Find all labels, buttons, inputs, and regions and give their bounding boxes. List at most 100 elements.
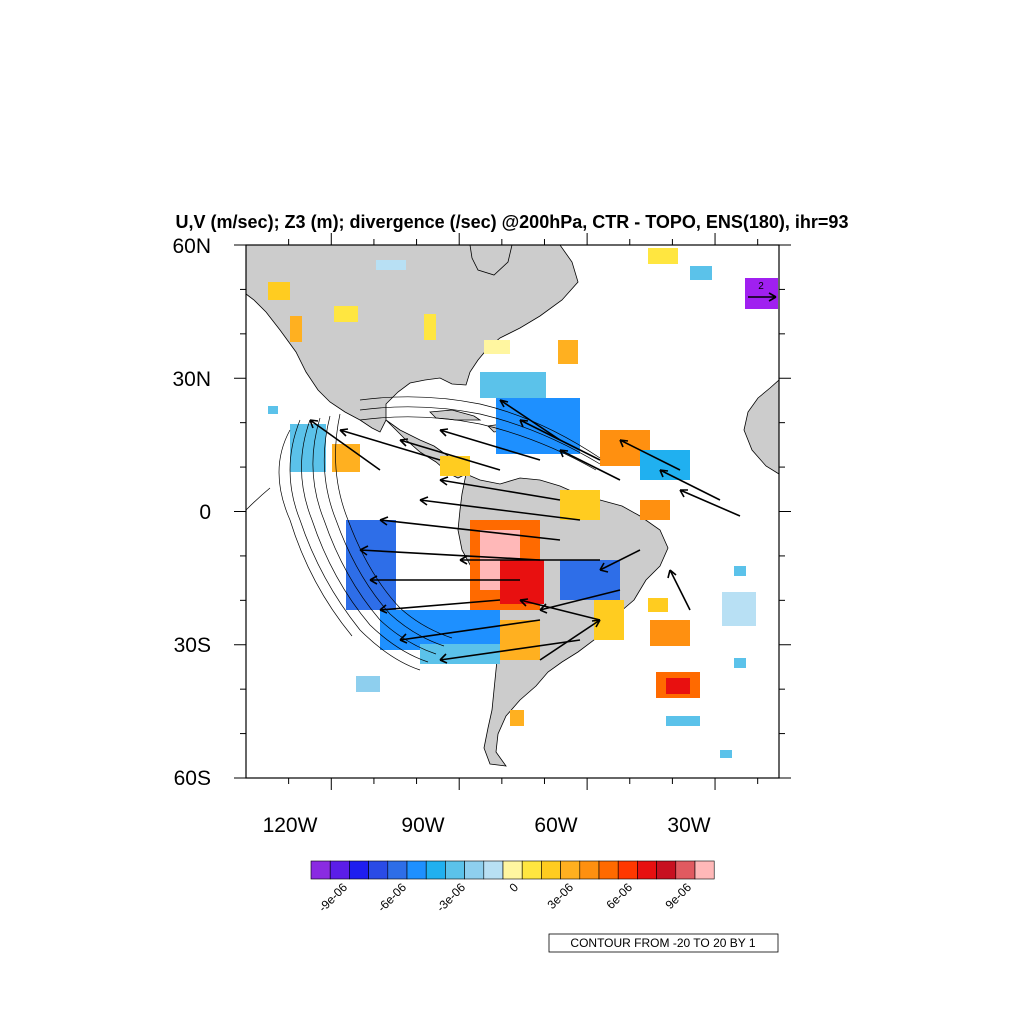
- longitude-labels: 120W 90W 60W 30W: [263, 814, 711, 837]
- colorbar-box: [560, 860, 581, 880]
- wind-arrow: [399, 619, 541, 644]
- wind-arrow: [539, 619, 601, 661]
- div-cell: [666, 716, 700, 726]
- contour-line: [323, 415, 445, 647]
- wind-arrow: [519, 419, 601, 461]
- lon-label: 60W: [534, 814, 577, 837]
- colorbar-box: [675, 860, 696, 880]
- wind-arrow: [539, 589, 621, 614]
- div-cell: [346, 520, 396, 610]
- div-cell: [640, 500, 670, 520]
- wind-arrow: [369, 575, 520, 585]
- wind-arrow: [439, 639, 581, 664]
- wind-arrow: [399, 438, 501, 471]
- reference-vector-value: 2: [758, 281, 764, 292]
- plot-title: U,V (m/sec); Z3 (m); divergence (/sec) @…: [176, 212, 849, 232]
- wind-arrow: [599, 549, 641, 573]
- lon-label: 30W: [667, 814, 710, 837]
- wind-arrow: [519, 598, 601, 621]
- div-cell: [268, 282, 290, 300]
- colorbar-box: [502, 860, 523, 880]
- colorbar-box: [598, 860, 619, 880]
- div-cell: [720, 750, 732, 758]
- wind-arrow: [667, 569, 691, 611]
- colorbar-box: [387, 860, 408, 880]
- wind-arrow: [619, 439, 681, 471]
- wind-arrow: [679, 489, 741, 517]
- wind-arrow: [439, 428, 541, 461]
- wind-arrow: [499, 399, 561, 441]
- colorbar-label: 0: [506, 880, 521, 895]
- div-cell: [648, 248, 678, 264]
- div-cell: [290, 316, 302, 342]
- colorbar-labels: -9e-06 -6e-06 -3e-06 0 3e-06 6e-06 9e-06: [316, 880, 695, 915]
- reference-vector-arrow: [748, 292, 777, 302]
- div-cell: [734, 658, 746, 668]
- colorbar-box: [310, 860, 331, 880]
- contour-info-frame: [548, 933, 779, 953]
- colorbar-box: [329, 860, 350, 880]
- contour-line: [301, 419, 429, 663]
- contour-line: [359, 406, 601, 465]
- div-cell: [648, 598, 668, 612]
- div-cell: [558, 340, 578, 364]
- div-cell: [420, 644, 500, 664]
- colorbar-box: [483, 860, 504, 880]
- wind-arrow: [309, 419, 381, 471]
- reference-vector-background: [745, 278, 778, 309]
- wind-arrow: [659, 469, 721, 501]
- wind-arrow: [559, 449, 621, 481]
- colorbar-box: [656, 860, 677, 880]
- colorbar-box: [349, 860, 369, 880]
- latitude-labels: 60N 30N 0 30S 60S: [172, 235, 211, 790]
- north-america-landmass: [245, 244, 579, 433]
- colorbar-box: [368, 860, 389, 880]
- contour-line: [289, 419, 421, 671]
- colorbar-label: 9e-06: [663, 880, 695, 912]
- div-cell: [290, 424, 326, 472]
- div-cell: [734, 566, 746, 576]
- div-cell: [510, 710, 524, 726]
- div-cell: [440, 456, 470, 476]
- colorbar-label: 6e-06: [604, 880, 636, 912]
- contour-line: [359, 396, 601, 459]
- colorbar-box: [406, 860, 427, 880]
- div-cell: [334, 306, 358, 322]
- colorbar-label: -9e-06: [316, 880, 351, 915]
- wind-arrow: [379, 516, 561, 541]
- colorbar-box: [637, 860, 657, 880]
- colorbar-box: [521, 860, 542, 880]
- wind-arrow: [439, 476, 561, 501]
- div-cell: [484, 340, 510, 354]
- lat-label: 0: [199, 501, 211, 524]
- colorbar-label: -3e-06: [434, 880, 469, 915]
- map-area: 2: [234, 233, 791, 790]
- colorbar-box: [445, 860, 465, 880]
- contour-line: [335, 413, 453, 639]
- axis-ticks: [234, 233, 791, 790]
- contour-line: [245, 487, 271, 511]
- div-cell: [666, 678, 690, 694]
- div-cell: [380, 610, 500, 650]
- colorbar-box: [425, 860, 446, 880]
- div-cell: [424, 314, 436, 340]
- colorbar-box: [464, 860, 485, 880]
- lat-label: 30N: [172, 368, 211, 391]
- wind-arrow: [459, 555, 600, 565]
- div-cell: [690, 266, 712, 280]
- colorbar-label: 3e-06: [545, 880, 577, 912]
- colorbar-box: [694, 860, 715, 880]
- lat-label: 60S: [174, 767, 211, 790]
- contour-info-box: CONTOUR FROM -20 TO 20 BY 1: [548, 933, 779, 953]
- wind-arrow: [359, 545, 541, 561]
- lat-label: 60N: [172, 235, 211, 258]
- div-cell: [268, 406, 278, 414]
- wind-arrow: [339, 428, 441, 461]
- colorbar-box: [617, 860, 638, 880]
- div-cell: [376, 260, 406, 270]
- div-cell: [500, 620, 540, 660]
- div-cell: [650, 620, 690, 646]
- lon-label: 120W: [263, 814, 318, 837]
- lon-label: 90W: [401, 814, 444, 837]
